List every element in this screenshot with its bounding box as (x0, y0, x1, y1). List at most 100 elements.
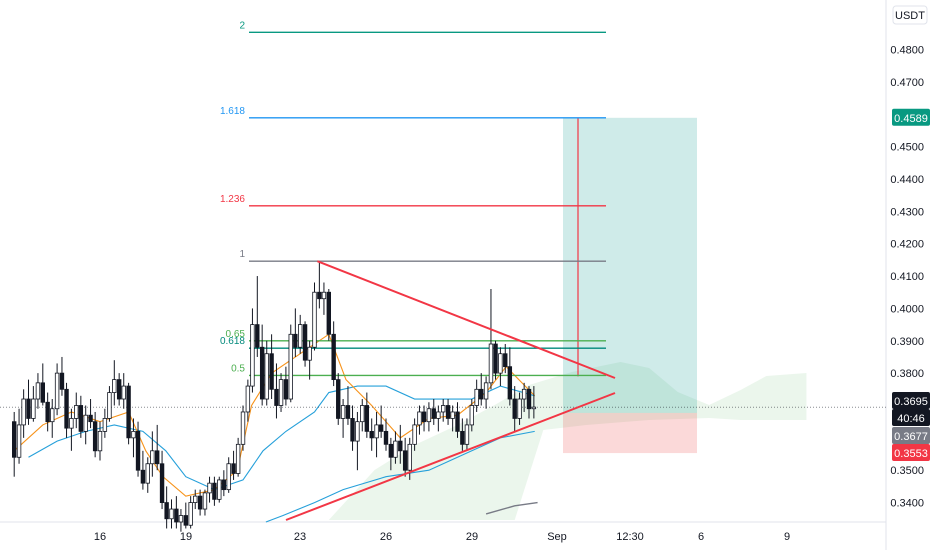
candle[interactable] (112, 379, 117, 393)
candle[interactable] (231, 463, 236, 474)
candle[interactable] (74, 405, 79, 419)
candle[interactable] (102, 418, 108, 432)
candle[interactable] (245, 385, 251, 413)
candle[interactable] (131, 430, 136, 439)
candle[interactable] (402, 450, 408, 471)
candle[interactable] (59, 372, 65, 390)
candle[interactable] (97, 430, 103, 452)
candle[interactable] (517, 398, 522, 419)
candle[interactable] (83, 414, 88, 432)
candle[interactable] (288, 333, 293, 400)
candle[interactable] (69, 418, 74, 429)
candle[interactable] (183, 515, 188, 526)
candle[interactable] (207, 482, 212, 494)
candle[interactable] (212, 482, 217, 500)
candle[interactable] (154, 450, 160, 465)
candle[interactable] (340, 405, 346, 419)
candle[interactable] (307, 346, 312, 361)
candle[interactable] (398, 440, 403, 452)
candle[interactable] (531, 406, 537, 410)
candle[interactable] (474, 388, 479, 406)
candle[interactable] (407, 443, 412, 471)
candle[interactable] (488, 343, 494, 384)
candle[interactable] (317, 291, 322, 300)
candle[interactable] (374, 424, 379, 439)
candle[interactable] (26, 398, 31, 419)
candle[interactable] (11, 421, 17, 458)
candle[interactable] (383, 430, 389, 445)
candle[interactable] (326, 291, 331, 335)
candle[interactable] (378, 424, 384, 432)
candle[interactable] (92, 421, 98, 452)
candle[interactable] (336, 379, 341, 419)
candle[interactable] (188, 502, 193, 526)
candle[interactable] (88, 414, 93, 423)
candle[interactable] (479, 388, 484, 400)
candle[interactable] (507, 366, 513, 400)
candle[interactable] (355, 421, 360, 442)
candle[interactable] (331, 333, 336, 381)
candle[interactable] (278, 379, 284, 406)
candle[interactable] (297, 324, 303, 348)
candle[interactable] (64, 388, 69, 429)
candle[interactable] (50, 408, 55, 423)
candle[interactable] (440, 405, 446, 413)
candle[interactable] (450, 411, 455, 419)
candle[interactable] (445, 405, 451, 419)
triangle-upper-trendline[interactable] (316, 260, 616, 379)
candle[interactable] (21, 398, 26, 426)
candle[interactable] (150, 450, 155, 465)
candle[interactable] (140, 469, 146, 484)
candle[interactable] (460, 430, 465, 445)
candle[interactable] (197, 495, 203, 510)
candle[interactable] (269, 353, 274, 390)
position-profit-zone[interactable] (563, 117, 697, 413)
candle[interactable] (274, 388, 279, 406)
candle[interactable] (35, 382, 41, 400)
candle[interactable] (16, 424, 22, 458)
candle[interactable] (145, 463, 150, 484)
candle[interactable] (345, 405, 351, 419)
candle[interactable] (455, 411, 460, 432)
candle[interactable] (264, 353, 269, 400)
candle[interactable] (436, 411, 441, 419)
candle[interactable] (221, 479, 227, 491)
candle[interactable] (421, 411, 427, 423)
currency-button[interactable] (892, 5, 928, 25)
candle[interactable] (116, 379, 122, 400)
candle[interactable] (388, 443, 394, 458)
candle[interactable] (312, 291, 317, 348)
candle[interactable] (40, 382, 45, 403)
candle[interactable] (193, 495, 198, 503)
candle[interactable] (121, 385, 126, 400)
candle[interactable] (360, 405, 365, 423)
candle[interactable] (54, 372, 60, 410)
candle[interactable] (498, 353, 503, 374)
candle[interactable] (135, 430, 141, 471)
candle[interactable] (469, 405, 474, 426)
candle[interactable] (259, 346, 265, 400)
candle[interactable] (464, 424, 470, 445)
candle[interactable] (202, 492, 208, 510)
candle[interactable] (503, 353, 508, 368)
candle[interactable] (302, 324, 308, 361)
candle[interactable] (235, 443, 241, 474)
candle[interactable] (169, 508, 174, 520)
candle[interactable] (226, 463, 231, 491)
candle[interactable] (364, 405, 370, 432)
candle[interactable] (412, 424, 417, 445)
candle[interactable] (217, 479, 222, 500)
candle[interactable] (240, 411, 246, 445)
candle[interactable] (164, 502, 169, 520)
candle[interactable] (512, 398, 517, 419)
candle[interactable] (250, 324, 255, 387)
candle[interactable] (350, 418, 355, 442)
candle[interactable] (174, 508, 179, 523)
candle[interactable] (178, 515, 184, 523)
candle[interactable] (45, 401, 50, 423)
triangle-lower-trendline[interactable] (285, 392, 616, 521)
candle[interactable] (483, 382, 489, 400)
candle[interactable] (431, 408, 436, 419)
candle[interactable] (493, 343, 498, 374)
